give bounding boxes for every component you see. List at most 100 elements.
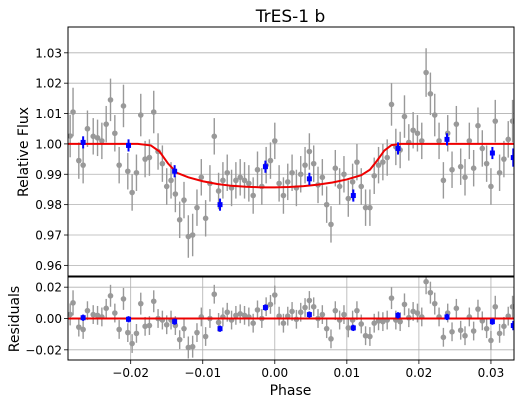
flux-data-point — [254, 166, 261, 173]
flux-data-point — [70, 109, 76, 115]
residual-data-point — [297, 309, 304, 316]
flux-data-point — [470, 165, 477, 172]
flux-data-point — [354, 159, 360, 165]
residual-x-tick-label: 0.02 — [406, 366, 433, 380]
residual-data-point — [371, 320, 378, 326]
flux-data-point — [163, 183, 170, 190]
residual-data-point — [488, 337, 494, 344]
flux-data-point — [388, 101, 395, 108]
residual-data-point — [137, 300, 144, 307]
residual-data-point — [76, 324, 82, 330]
flux-data-point — [189, 232, 196, 238]
residual-binned-point — [489, 319, 495, 325]
residuals-panel: −0.02 0.00 0.02 −0.02 −0.01 0.00 0.01 0.02 0.03 — [25, 276, 515, 380]
flux-data-point — [362, 204, 369, 211]
residual-data-point — [185, 344, 192, 351]
residual-data-point — [496, 330, 503, 337]
residual-data-point — [280, 320, 287, 326]
flux-data-point — [423, 69, 429, 76]
residual-data-point — [470, 328, 477, 334]
residual-data-point — [457, 327, 464, 334]
residual-data-point — [120, 296, 127, 302]
flux-data-point — [116, 162, 122, 168]
residual-data-point — [211, 291, 218, 298]
residual-x-tick-label: −0.01 — [184, 366, 221, 380]
flux-data-point — [341, 171, 347, 178]
flux-data-point — [215, 188, 222, 194]
flux-data-point — [90, 133, 97, 140]
residual-binned-point — [217, 326, 223, 332]
flux-data-point — [449, 166, 455, 173]
flux-data-point — [349, 179, 356, 185]
chart-title: TrES-1 b — [255, 7, 326, 27]
flux-data-point — [246, 180, 252, 187]
flux-binned-point — [126, 142, 132, 148]
flux-binned-point — [80, 139, 86, 145]
residual-data-point — [310, 303, 317, 310]
top-y-axis-label: Relative Flux — [16, 107, 32, 197]
flux-binned-point — [510, 155, 514, 161]
flux-data-point — [375, 162, 382, 168]
residual-data-point — [362, 332, 369, 339]
flux-binned-point — [217, 202, 223, 208]
flux-data-point — [107, 97, 114, 103]
flux-data-point — [80, 162, 86, 168]
residual-data-point — [181, 325, 187, 332]
flux-data-point — [103, 121, 109, 127]
residual-data-point — [453, 305, 460, 312]
residual-data-point — [449, 329, 455, 335]
flux-data-point — [323, 201, 330, 208]
residual-data-point — [302, 304, 308, 311]
residual-data-point — [250, 320, 256, 326]
flux-data-point — [505, 136, 512, 143]
residual-data-point — [401, 301, 408, 308]
residual-x-tick-label: 0.01 — [333, 366, 360, 380]
flux-data-point — [129, 189, 135, 196]
residual-binned-point — [444, 314, 450, 320]
flux-y-tick-label: 1.02 — [35, 77, 62, 91]
flux-data-point — [198, 174, 205, 181]
residual-data-point — [306, 297, 313, 304]
residual-binned-point — [350, 325, 356, 331]
residual-data-point — [341, 311, 347, 318]
flux-data-point — [276, 180, 282, 187]
residual-binned-point — [262, 305, 268, 311]
residual-data-point — [112, 310, 118, 316]
residual-data-point — [202, 333, 209, 340]
flux-data-point — [336, 183, 343, 190]
residual-data-point — [501, 323, 507, 330]
flux-data-point — [371, 172, 378, 179]
flux-binned-point — [172, 168, 178, 174]
flux-data-point — [509, 118, 514, 124]
flux-data-point — [241, 177, 248, 184]
residual-y-tick-label: 0.02 — [35, 281, 62, 295]
flux-data-point — [358, 183, 365, 190]
flux-data-point — [457, 163, 464, 170]
residuals-y-axis-label: Residuals — [7, 286, 23, 352]
residual-data-point — [332, 307, 339, 314]
flux-y-tick-label: 0.97 — [35, 229, 62, 243]
residual-data-point — [146, 322, 153, 329]
flux-axes-frame — [67, 26, 515, 277]
flux-data-point — [488, 183, 494, 190]
residual-data-point — [380, 318, 386, 325]
flux-data-point — [380, 159, 386, 165]
residual-data-point — [354, 307, 360, 314]
residual-data-point — [414, 310, 421, 316]
residual-data-point — [129, 340, 135, 347]
residual-data-point — [241, 312, 248, 319]
residual-binned-point — [172, 319, 178, 325]
residual-data-point — [475, 306, 481, 312]
x-axis-label: Phase — [270, 383, 312, 399]
residual-data-point — [107, 292, 114, 299]
flux-data-point — [401, 113, 408, 120]
residual-data-point — [116, 326, 122, 333]
flux-data-point — [475, 122, 481, 129]
flux-data-point — [367, 204, 373, 211]
flux-binned-point — [444, 136, 450, 142]
residual-x-tick-label: 0.03 — [478, 366, 505, 380]
flux-y-tick-label: 0.99 — [35, 168, 62, 182]
flux-data-point — [483, 160, 490, 167]
residual-data-point — [70, 300, 76, 306]
flux-panel: 0.96 0.97 0.98 0.99 1.00 1.01 1.02 1.03 — [35, 26, 515, 277]
